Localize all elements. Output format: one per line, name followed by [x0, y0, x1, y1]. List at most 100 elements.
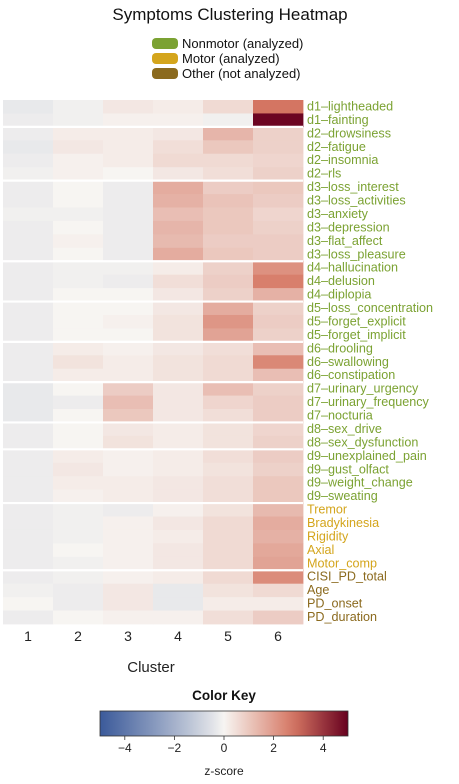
- heatmap-cell: [203, 529, 254, 544]
- heatmap-cell: [53, 314, 104, 329]
- heatmap-cell: [253, 113, 304, 128]
- heatmap-cell: [53, 556, 104, 571]
- heatmap-cell: [3, 503, 54, 517]
- color-key-tick-label: −2: [168, 741, 182, 755]
- row-label: d2–drowsiness: [307, 126, 391, 140]
- heatmap-cell: [253, 288, 304, 302]
- legend-swatch: [152, 53, 178, 64]
- heatmap-cell: [103, 368, 154, 383]
- heatmap-cell: [203, 207, 254, 222]
- heatmap-cell: [53, 140, 104, 155]
- heatmap-cell: [3, 328, 54, 343]
- heatmap-cell: [53, 449, 104, 464]
- heatmap-cell: [203, 503, 254, 517]
- legend: Nonmotor (analyzed)Motor (analyzed)Other…: [152, 36, 303, 81]
- row-label: d9–sweating: [307, 489, 378, 503]
- column-label: 5: [224, 628, 232, 644]
- heatmap-cell: [103, 395, 154, 410]
- row-label: d9–weight_change: [307, 476, 413, 490]
- color-key-title: Color Key: [192, 688, 256, 703]
- heatmap-cell: [3, 167, 54, 182]
- heatmap-cell: [153, 100, 204, 114]
- heatmap-cell: [153, 529, 204, 544]
- heatmap-cell: [3, 288, 54, 302]
- heatmap-cell: [53, 422, 104, 437]
- x-axis-label: Cluster: [127, 659, 175, 676]
- heatmap-cell: [203, 126, 254, 141]
- row-label: d5–loss_concentration: [307, 301, 433, 315]
- row-label: CISI_PD_total: [307, 570, 387, 584]
- heatmap-cell: [203, 180, 254, 195]
- row-label: d3–flat_affect: [307, 234, 383, 248]
- heatmap-cell: [3, 180, 54, 195]
- heatmap-cell: [253, 409, 304, 423]
- row-label: Rigidity: [307, 529, 349, 543]
- row-label: Bradykinesia: [307, 516, 379, 530]
- heatmap-cell: [3, 355, 54, 370]
- heatmap-cell: [153, 261, 204, 276]
- heatmap-cell: [53, 126, 104, 141]
- heatmap-cell: [103, 194, 154, 208]
- heatmap-cell: [3, 409, 54, 423]
- heatmap-cell: [3, 126, 54, 141]
- column-label: 3: [124, 628, 132, 644]
- heatmap-cell: [153, 207, 204, 222]
- heatmap-cell: [3, 476, 54, 491]
- heatmap-cell: [103, 140, 154, 155]
- heatmap-cell: [153, 556, 204, 571]
- heatmap-cell: [153, 409, 204, 423]
- heatmap-cell: [203, 167, 254, 182]
- heatmap-cell: [153, 153, 204, 168]
- heatmap-cells: [3, 100, 304, 625]
- heatmap-cell: [153, 328, 204, 343]
- row-label: d5–forget_implicit: [307, 328, 406, 342]
- heatmap-cell: [253, 462, 304, 477]
- heatmap-cell: [53, 113, 104, 128]
- heatmap-cell: [153, 247, 204, 262]
- heatmap-cell: [3, 556, 54, 571]
- heatmap-cell: [103, 341, 154, 356]
- heatmap-cell: [103, 435, 154, 450]
- heatmap-cell: [153, 476, 204, 491]
- heatmap-cell: [53, 368, 104, 383]
- heatmap-cell: [53, 301, 104, 316]
- heatmap-cell: [3, 194, 54, 208]
- heatmap-cell: [103, 261, 154, 276]
- heatmap-cell: [253, 395, 304, 410]
- row-labels: d1–lightheadedd1–faintingd2–drowsinessd2…: [307, 99, 433, 624]
- heatmap-cell: [153, 516, 204, 531]
- heatmap-cell: [53, 516, 104, 531]
- heatmap-cell: [103, 503, 154, 517]
- heatmap-cell: [103, 126, 154, 141]
- heatmap-cell: [53, 355, 104, 370]
- heatmap-cell: [3, 261, 54, 276]
- heatmap-cell: [253, 126, 304, 141]
- heatmap-cell: [53, 489, 104, 504]
- heatmap-cell: [153, 194, 204, 208]
- heatmap-cell: [253, 556, 304, 571]
- heatmap-cell: [3, 314, 54, 329]
- heatmap-cell: [3, 113, 54, 128]
- heatmap-cell: [153, 180, 204, 195]
- heatmap-cell: [3, 382, 54, 396]
- heatmap-cell: [53, 462, 104, 477]
- heatmap-cell: [253, 503, 304, 517]
- row-label: d4–diplopia: [307, 288, 371, 302]
- heatmap-cell: [153, 220, 204, 235]
- heatmap-cell: [53, 261, 104, 276]
- row-label: d3–depression: [307, 220, 390, 234]
- legend-swatch: [152, 68, 178, 79]
- heatmap-cell: [253, 570, 304, 585]
- heatmap-cell: [203, 382, 254, 396]
- heatmap-cell: [253, 355, 304, 370]
- heatmap-cell: [3, 489, 54, 504]
- heatmap-cell: [3, 529, 54, 544]
- heatmap-cell: [153, 395, 204, 410]
- heatmap-cell: [253, 153, 304, 168]
- heatmap-cell: [203, 194, 254, 208]
- row-label: d7–urinary_urgency: [307, 382, 419, 396]
- heatmap-cell: [203, 395, 254, 410]
- heatmap-cell: [203, 113, 254, 128]
- heatmap-cell: [103, 288, 154, 302]
- heatmap-cell: [253, 597, 304, 611]
